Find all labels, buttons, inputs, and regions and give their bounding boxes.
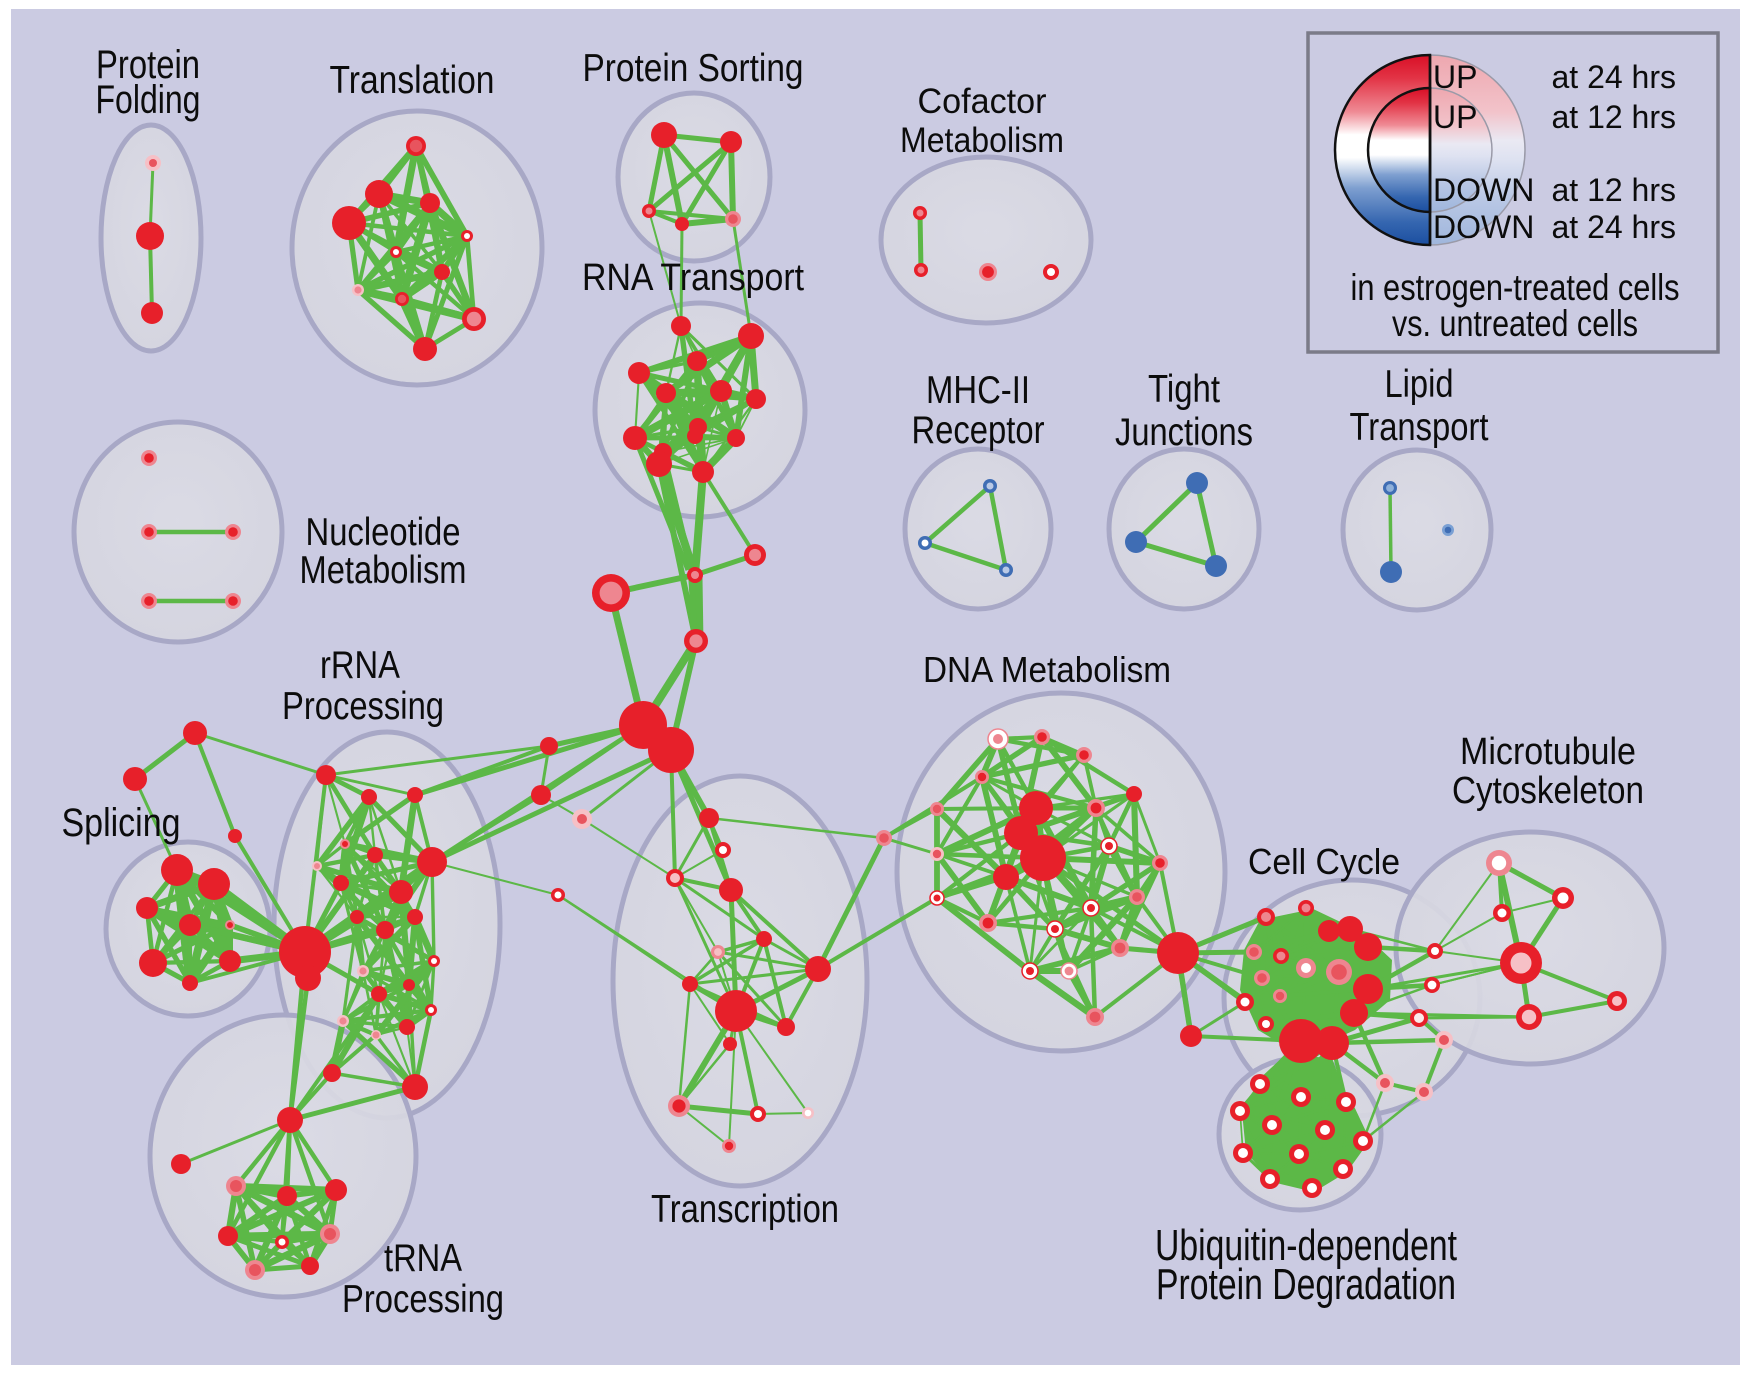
svg-text:Transcription: Transcription — [651, 1188, 839, 1231]
svg-text:Lipid: Lipid — [1385, 363, 1454, 406]
svg-text:Microtubule: Microtubule — [1460, 731, 1636, 773]
svg-text:at 24 hrs: at 24 hrs — [1551, 209, 1676, 245]
svg-text:at 12 hrs: at 12 hrs — [1551, 172, 1676, 208]
svg-text:Splicing: Splicing — [62, 801, 181, 845]
svg-text:Protein: Protein — [96, 43, 200, 87]
svg-text:at 12 hrs: at 12 hrs — [1551, 99, 1676, 135]
svg-text:Processing: Processing — [282, 685, 444, 728]
svg-text:Cytoskeleton: Cytoskeleton — [1452, 770, 1644, 812]
svg-text:Nucleotide: Nucleotide — [306, 511, 461, 554]
svg-text:Receptor: Receptor — [912, 409, 1045, 452]
svg-text:RNA Transport: RNA Transport — [582, 257, 804, 299]
svg-text:Metabolism: Metabolism — [300, 549, 467, 592]
svg-text:DOWN: DOWN — [1433, 172, 1534, 208]
svg-text:at 24 hrs: at 24 hrs — [1551, 59, 1676, 95]
svg-text:Metabolism: Metabolism — [900, 121, 1064, 160]
svg-text:Protein Degradation: Protein Degradation — [1156, 1260, 1456, 1309]
svg-text:UP: UP — [1433, 59, 1477, 95]
svg-text:tRNA: tRNA — [384, 1237, 462, 1280]
svg-text:Junctions: Junctions — [1115, 411, 1253, 454]
svg-text:vs. untreated cells: vs. untreated cells — [1392, 303, 1638, 344]
svg-text:DNA Metabolism: DNA Metabolism — [923, 649, 1171, 690]
svg-text:UP: UP — [1433, 99, 1477, 135]
svg-text:DOWN: DOWN — [1433, 209, 1534, 245]
svg-text:Cell Cycle: Cell Cycle — [1248, 841, 1400, 882]
svg-text:Tight: Tight — [1148, 368, 1220, 411]
svg-text:Cofactor: Cofactor — [918, 82, 1047, 121]
svg-text:Protein Sorting: Protein Sorting — [583, 47, 804, 90]
svg-text:rRNA: rRNA — [320, 644, 400, 687]
svg-text:Folding: Folding — [96, 78, 201, 122]
svg-text:Processing: Processing — [342, 1278, 504, 1321]
svg-text:MHC-II: MHC-II — [926, 369, 1030, 412]
svg-text:in estrogen-treated cells: in estrogen-treated cells — [1351, 267, 1680, 308]
svg-text:Transport: Transport — [1350, 406, 1489, 449]
svg-text:Ubiquitin-dependent: Ubiquitin-dependent — [1155, 1221, 1457, 1270]
svg-text:Translation: Translation — [330, 59, 495, 102]
